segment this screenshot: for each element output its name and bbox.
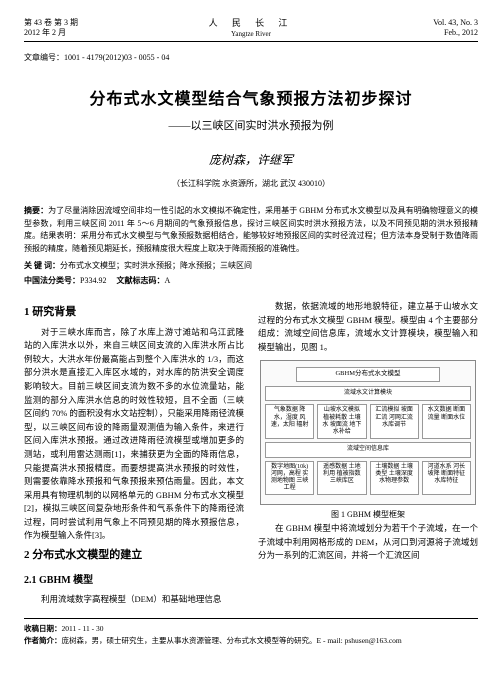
- header-right: Vol. 43, No. 3 Feb., 2012: [388, 18, 478, 39]
- keywords-label: 关 键 词：: [24, 261, 60, 270]
- abstract-label: 摘要：: [24, 206, 48, 215]
- fig-box-meteo: 气象数据 降水，湿度 风速，太阳 辐射: [265, 404, 314, 439]
- date-en: Feb., 2012: [388, 28, 478, 38]
- keywords-text: 分布式水文模型；实时洪水预报；降水预报；三峡区间: [60, 261, 252, 270]
- fig-box-routing: 汇流模拟 坡面汇流 河网汇流 水库调节: [370, 404, 419, 439]
- class-value-1: P334.92: [80, 276, 106, 285]
- paper-subtitle: ——以三峡区间实时洪水预报为例: [24, 117, 478, 133]
- volume-en: Vol. 43, No. 3: [388, 18, 478, 28]
- section-1-para: 对于三峡水库而言，除了水库上游寸滩站和乌江武隆站的入库洪水以外，来自三峡区间支流…: [24, 326, 244, 544]
- affiliation: （长江科学院 水资源所，湖北 武汉 430010）: [24, 178, 478, 189]
- figure-row-2: 数字地图(10k) 河网，高程 实测地物图 三峡工程 遥感数据 土地利用 植被指…: [265, 461, 471, 496]
- fig-box-hillslope: 山坡水文模拟 植被耗散 土壤水 坡面流 地下水补给: [317, 404, 366, 439]
- figure-1: GBHM分布式水文模型 流域水文计算模块 气象数据 降水，湿度 风速，太阳 辐射…: [260, 360, 476, 505]
- figure-1-caption: 图 1 GBHM 模型框架: [258, 509, 478, 522]
- figure-row-1: 气象数据 降水，湿度 风速，太阳 辐射 山坡水文模拟 植被耗散 土壤水 坡面流 …: [265, 404, 471, 439]
- author-bio-label: 作者简介：: [24, 636, 62, 645]
- section-2-heading: 2 分布式水文模型的建立: [24, 547, 244, 565]
- fig-box-hydrodata: 水文数据 断面流量 断面水位: [422, 404, 471, 439]
- authors: 庞树森，许继军: [24, 151, 478, 168]
- right-column: 数据，依据流域的地形地貌特征，建立基于山坡水文过程的分布式水文模型 GBHM 模…: [258, 300, 478, 608]
- left-column: 1 研究背景 对于三峡水库而言，除了水库上游寸滩站和乌江武隆站的入库洪水以外，来…: [24, 300, 244, 608]
- section-1-heading: 1 研究背景: [24, 304, 244, 322]
- keywords-line: 关 键 词：分布式水文模型；实时洪水预报；降水预报；三峡区间: [24, 260, 478, 271]
- class-value-2: A: [164, 276, 170, 285]
- abstract-text: 为了尽量消除因流域空间非均一性引起的水文模拟不确定性，采用基于 GBHM 分布式…: [24, 206, 478, 253]
- footer-block: 收稿日期：2011 - 11 - 30 作者简介：庞树森，男，硕士研究生，主要从…: [24, 618, 478, 646]
- fig-box-river: 河道水系 河长坡降 断面特征 水库特征: [422, 461, 471, 496]
- figure-outer-box: GBHM分布式水文模型: [296, 367, 440, 381]
- journal-name-en: Yangtze River: [114, 30, 388, 39]
- header-journal: 人 民 长 江 Yangtze River: [114, 18, 388, 39]
- received-date-line: 收稿日期：2011 - 11 - 30: [24, 623, 478, 634]
- journal-name-cn: 人 民 长 江: [114, 18, 388, 30]
- section-2-1-para: 利用流域数字高程模型（DEM）和基础地理信息: [24, 593, 244, 607]
- author-bio-text: 庞树森，男，硕士研究生，主要从事水资源管理、分布式水文模型等的研究。E - ma…: [62, 636, 402, 645]
- paper-title: 分布式水文模型结合气象预报方法初步探讨: [24, 85, 478, 109]
- received-date-value: 2011 - 11 - 30: [62, 624, 104, 633]
- class-label-2: 文献标志码：: [116, 276, 164, 285]
- fig-box-rs: 遥感数据 土地利用 植被指数 三峡库区: [317, 461, 366, 496]
- class-label-1: 中国法分类号：: [24, 276, 80, 285]
- volume-issue: 第 43 卷 第 3 期: [24, 18, 114, 28]
- abstract-block: 摘要：为了尽量消除因流域空间非均一性引起的水文模拟不确定性，采用基于 GBHM …: [24, 205, 478, 256]
- article-id-line: 文章编号：1001 - 4179(2012)03 - 0055 - 04: [24, 52, 478, 63]
- author-bio-line: 作者简介：庞树森，男，硕士研究生，主要从事水资源管理、分布式水文模型等的研究。E…: [24, 635, 478, 646]
- fig-box-soil: 土壤数据 土壤类型 土壤深度 水物理参数: [370, 461, 419, 496]
- section-2-1-heading: 2.1 GBHM 模型: [24, 573, 244, 589]
- fig-box-map: 数字地图(10k) 河网，高程 实测地物图 三峡工程: [265, 461, 314, 496]
- journal-header: 第 43 卷 第 3 期 2012 年 2 月 人 民 长 江 Yangtze …: [24, 18, 478, 42]
- right-para-2: 在 GBHM 模型中将流域划分为若干个子流域，在一个子流域中利用网格形成的 DE…: [258, 522, 478, 563]
- body-columns: 1 研究背景 对于三峡水库而言，除了水库上游寸滩站和乌江武隆站的入库洪水以外，来…: [24, 300, 478, 608]
- figure-section-label: 流域水文计算模块: [265, 386, 471, 402]
- article-id-value: 1001 - 4179(2012)03 - 0055 - 04: [64, 53, 169, 62]
- classification-line: 中国法分类号：P334.92 文献标志码：A: [24, 275, 478, 286]
- issue-date: 2012 年 2 月: [24, 28, 114, 38]
- received-date-label: 收稿日期：: [24, 624, 62, 633]
- article-id-label: 文章编号：: [24, 53, 64, 62]
- right-para-1: 数据，依据流域的地形地貌特征，建立基于山坡水文过程的分布式水文模型 GBHM 模…: [258, 300, 478, 354]
- header-issue: 第 43 卷 第 3 期 2012 年 2 月: [24, 18, 114, 39]
- figure-band-label: 流域空间信息库: [265, 442, 471, 458]
